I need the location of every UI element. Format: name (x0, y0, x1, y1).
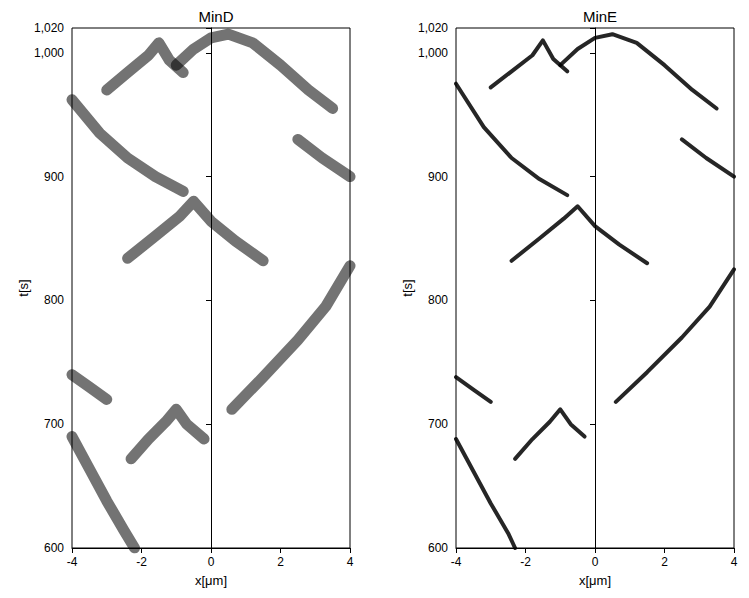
svg-text:900: 900 (428, 170, 448, 184)
svg-text:t[s]: t[s] (400, 279, 415, 296)
svg-text:0: 0 (208, 555, 215, 569)
svg-text:x[μm]: x[μm] (579, 573, 611, 588)
svg-text:700: 700 (44, 417, 64, 431)
svg-text:MinD: MinD (198, 8, 233, 25)
svg-text:1,020: 1,020 (418, 21, 448, 35)
svg-text:2: 2 (277, 555, 284, 569)
svg-text:600: 600 (44, 541, 64, 555)
svg-text:4: 4 (347, 555, 354, 569)
svg-text:MinE: MinE (583, 8, 617, 25)
svg-text:900: 900 (44, 170, 64, 184)
svg-text:1,000: 1,000 (418, 46, 448, 60)
svg-text:-4: -4 (67, 555, 78, 569)
svg-text:2: 2 (661, 555, 668, 569)
svg-text:-2: -2 (136, 555, 147, 569)
svg-text:1,020: 1,020 (34, 21, 64, 35)
svg-text:-2: -2 (520, 555, 531, 569)
svg-text:600: 600 (428, 541, 448, 555)
svg-text:x[μm]: x[μm] (195, 573, 227, 588)
svg-text:t[s]: t[s] (16, 279, 31, 296)
svg-text:0: 0 (592, 555, 599, 569)
svg-text:4: 4 (731, 555, 738, 569)
svg-text:-4: -4 (451, 555, 462, 569)
svg-text:700: 700 (428, 417, 448, 431)
svg-text:1,000: 1,000 (34, 46, 64, 60)
svg-text:800: 800 (44, 293, 64, 307)
svg-text:800: 800 (428, 293, 448, 307)
